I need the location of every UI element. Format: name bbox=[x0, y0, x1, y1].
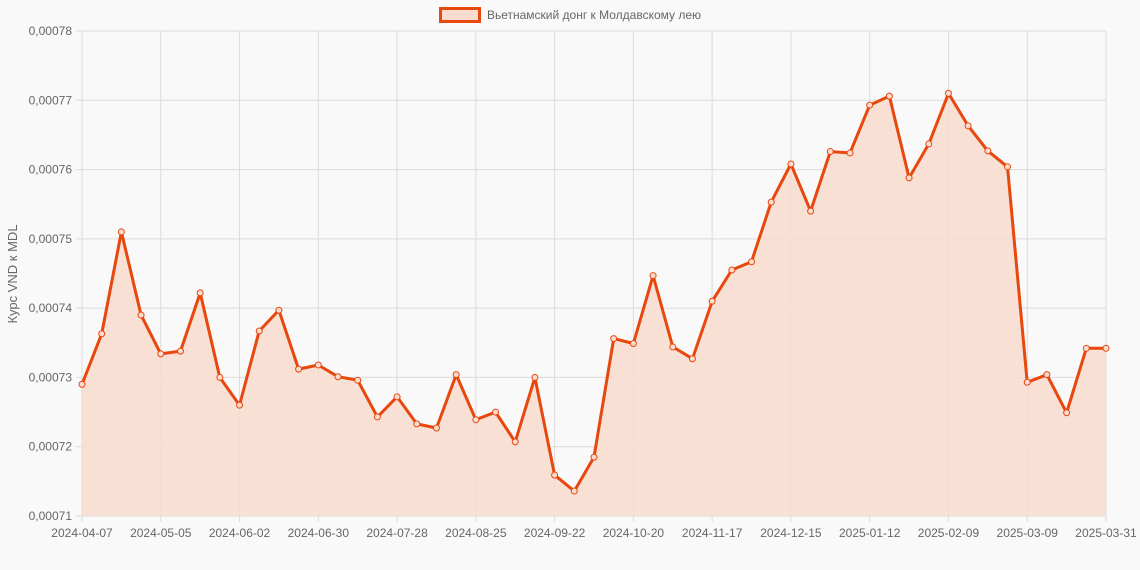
data-point[interactable] bbox=[964, 122, 972, 130]
x-tick-label: 2024-05-05 bbox=[130, 526, 192, 540]
data-point[interactable] bbox=[432, 424, 440, 432]
y-axis-label: Курс VND к MDL bbox=[5, 224, 20, 323]
data-point[interactable] bbox=[944, 89, 952, 97]
data-point[interactable] bbox=[570, 487, 578, 495]
x-tick-label: 2025-03-09 bbox=[997, 526, 1059, 540]
data-point[interactable] bbox=[846, 149, 854, 157]
data-point[interactable] bbox=[196, 289, 204, 297]
x-tick-label: 2025-03-31 bbox=[1075, 526, 1137, 540]
data-point[interactable] bbox=[373, 413, 381, 421]
x-tick-label: 2024-09-22 bbox=[524, 526, 586, 540]
data-point[interactable] bbox=[295, 365, 303, 373]
data-point[interactable] bbox=[236, 401, 244, 409]
area-fill bbox=[82, 93, 1106, 517]
y-tick-label: 0,00075 bbox=[29, 232, 73, 246]
data-point[interactable] bbox=[1082, 344, 1090, 352]
data-point[interactable] bbox=[905, 174, 913, 182]
data-point[interactable] bbox=[472, 416, 480, 424]
y-tick-label: 0,00074 bbox=[29, 301, 73, 315]
y-tick-label: 0,00073 bbox=[29, 370, 73, 384]
data-point[interactable] bbox=[117, 228, 125, 236]
data-point[interactable] bbox=[531, 373, 539, 381]
legend[interactable]: Вьетнамский донг к Молдавскому лею bbox=[0, 7, 1140, 23]
data-point[interactable] bbox=[492, 408, 500, 416]
data-point[interactable] bbox=[334, 373, 342, 381]
legend-swatch bbox=[438, 7, 481, 23]
y-axis: 0,00078 0,00077 0,00076 0,00075 0,00074 0,000… bbox=[29, 24, 73, 523]
data-point[interactable] bbox=[275, 306, 283, 314]
data-point[interactable] bbox=[787, 160, 795, 168]
data-point[interactable] bbox=[137, 311, 145, 319]
y-tick-label: 0,00072 bbox=[29, 440, 73, 454]
data-point[interactable] bbox=[807, 207, 815, 215]
data-points bbox=[78, 89, 1110, 495]
data-point[interactable] bbox=[885, 92, 893, 100]
data-point[interactable] bbox=[511, 438, 519, 446]
data-point[interactable] bbox=[649, 272, 657, 280]
data-point[interactable] bbox=[748, 258, 756, 266]
legend-label: Вьетнамский донг к Молдавскому лею bbox=[486, 8, 702, 22]
x-tick-label: 2024-06-02 bbox=[209, 526, 271, 540]
data-point[interactable] bbox=[669, 343, 677, 351]
x-tick-label: 2024-04-07 bbox=[51, 526, 113, 540]
data-point[interactable] bbox=[925, 140, 933, 148]
data-point[interactable] bbox=[216, 373, 224, 381]
data-point[interactable] bbox=[767, 198, 775, 206]
data-point[interactable] bbox=[255, 327, 263, 335]
data-point[interactable] bbox=[590, 453, 598, 461]
data-point[interactable] bbox=[1102, 344, 1110, 352]
data-point[interactable] bbox=[314, 361, 322, 369]
data-point[interactable] bbox=[157, 350, 165, 358]
data-point[interactable] bbox=[1023, 378, 1031, 386]
data-point[interactable] bbox=[1004, 163, 1012, 171]
data-point[interactable] bbox=[728, 266, 736, 274]
data-point[interactable] bbox=[413, 420, 421, 428]
data-point[interactable] bbox=[551, 471, 559, 479]
data-point[interactable] bbox=[354, 376, 362, 384]
y-tick-label: 0,00077 bbox=[29, 93, 73, 107]
data-point[interactable] bbox=[866, 101, 874, 109]
x-tick-label: 2024-08-25 bbox=[445, 526, 507, 540]
data-point[interactable] bbox=[98, 330, 106, 338]
y-tick-label: 0,00078 bbox=[29, 24, 73, 38]
data-point[interactable] bbox=[452, 371, 460, 379]
y-tick-label: 0,00076 bbox=[29, 163, 73, 177]
x-tick-label: 2024-07-28 bbox=[366, 526, 428, 540]
x-tick-label: 2024-12-15 bbox=[760, 526, 822, 540]
x-tick-label: 2025-02-09 bbox=[918, 526, 980, 540]
x-tick-label: 2024-06-30 bbox=[288, 526, 350, 540]
data-point[interactable] bbox=[984, 147, 992, 155]
data-point[interactable] bbox=[610, 335, 618, 343]
data-point[interactable] bbox=[78, 380, 86, 388]
x-axis: 2024-04-07 2024-05-05 2024-06-02 2024-06-30… bbox=[51, 526, 1137, 540]
data-point[interactable] bbox=[629, 339, 637, 347]
data-point[interactable] bbox=[1043, 371, 1051, 379]
data-point[interactable] bbox=[1063, 409, 1071, 417]
y-tick-label: 0,00071 bbox=[29, 509, 73, 523]
data-point[interactable] bbox=[708, 297, 716, 305]
data-point[interactable] bbox=[826, 148, 834, 156]
data-point[interactable] bbox=[688, 355, 696, 363]
data-point[interactable] bbox=[176, 347, 184, 355]
data-point[interactable] bbox=[393, 393, 401, 401]
x-tick-label: 2024-11-17 bbox=[682, 526, 743, 540]
x-tick-label: 2024-10-20 bbox=[603, 526, 665, 540]
x-tick-label: 2025-01-12 bbox=[839, 526, 901, 540]
